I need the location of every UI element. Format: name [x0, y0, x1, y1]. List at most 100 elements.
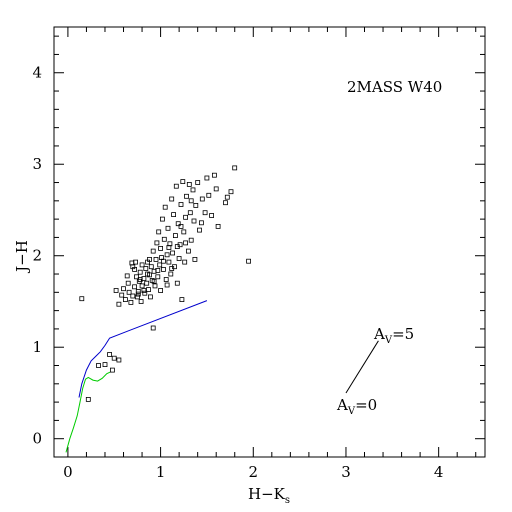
x-tick-label: 4	[434, 463, 444, 481]
data-point	[183, 240, 189, 246]
av5-label-sub: V	[384, 335, 393, 346]
data-point	[159, 216, 165, 222]
data-point	[111, 355, 117, 361]
data-point	[175, 221, 181, 227]
reddening-vector	[345, 340, 379, 394]
data-point	[160, 266, 166, 272]
data-point	[185, 248, 191, 254]
data-point	[199, 196, 205, 202]
data-point	[155, 274, 161, 280]
data-point	[191, 218, 197, 224]
data-point	[188, 237, 194, 243]
main-sequence-curve	[65, 371, 111, 453]
data-point	[154, 240, 160, 246]
data-point	[193, 202, 199, 208]
x-axis-title-sub: s	[285, 495, 290, 506]
data-point	[132, 266, 138, 272]
data-point	[173, 183, 179, 189]
data-point	[197, 227, 202, 233]
data-point	[178, 223, 184, 229]
data-point	[188, 198, 194, 204]
data-point	[139, 283, 145, 289]
x-tick-label: 0	[63, 463, 73, 481]
data-points	[79, 165, 252, 402]
data-point	[165, 225, 171, 231]
data-point	[187, 210, 193, 216]
data-point	[164, 282, 170, 288]
data-point	[215, 223, 221, 229]
av5-label: AV=5	[373, 325, 414, 346]
data-point	[150, 325, 156, 331]
axis-ticks: 0 1 2 3 4 0 1 2 3 4	[32, 27, 485, 481]
data-point	[135, 291, 141, 297]
plot-frame	[53, 26, 486, 458]
y-tick-label: 3	[32, 155, 42, 173]
data-point	[184, 193, 189, 199]
data-point	[155, 267, 161, 273]
data-point	[232, 165, 238, 171]
data-point	[96, 363, 101, 368]
data-point	[144, 280, 150, 286]
data-point	[121, 286, 126, 292]
data-point	[116, 357, 122, 363]
data-point	[160, 258, 166, 264]
data-point	[143, 266, 149, 271]
data-point	[116, 301, 122, 307]
data-point	[137, 269, 143, 275]
x-axis-title: H−Ks	[248, 485, 290, 506]
data-point	[141, 288, 147, 293]
data-point	[135, 288, 141, 294]
data-point	[125, 280, 131, 286]
y-axis-title: J−H	[13, 240, 31, 274]
data-point	[174, 244, 180, 250]
data-point	[169, 266, 175, 271]
y-tick-label: 1	[32, 338, 42, 356]
data-point	[130, 293, 136, 299]
data-point	[198, 220, 204, 226]
data-point	[192, 256, 198, 262]
data-point	[181, 229, 187, 235]
data-point	[119, 292, 125, 298]
data-point	[110, 367, 115, 373]
data-point	[123, 297, 128, 303]
data-point	[102, 362, 108, 368]
av0-label: AV=0	[336, 396, 377, 417]
data-point	[166, 245, 172, 250]
data-point	[168, 271, 174, 277]
data-point	[179, 297, 185, 303]
data-point	[129, 260, 135, 266]
data-point	[139, 262, 145, 268]
data-point	[171, 212, 177, 218]
data-point	[134, 294, 140, 300]
data-point	[126, 289, 132, 295]
model-curves	[65, 300, 379, 453]
data-point	[178, 202, 184, 207]
data-point	[228, 189, 234, 195]
av5-label-value: =5	[392, 325, 414, 343]
data-point	[147, 294, 153, 300]
data-point	[128, 299, 134, 305]
data-point	[209, 213, 215, 218]
data-point	[142, 290, 148, 296]
chart-title: 2MASS W40	[347, 78, 442, 96]
data-point	[145, 271, 151, 277]
data-point	[147, 256, 152, 262]
data-point	[146, 287, 151, 293]
av0-label-sub: V	[347, 406, 356, 417]
data-point	[138, 299, 144, 304]
data-point	[79, 296, 85, 302]
data-point	[172, 233, 178, 239]
av0-label-value: =0	[355, 396, 377, 414]
y-tick-label: 0	[32, 430, 42, 448]
data-point	[166, 259, 172, 265]
x-tick-label: 3	[341, 463, 351, 481]
data-point	[183, 214, 189, 220]
x-tick-label: 2	[249, 463, 259, 481]
plot-border	[53, 26, 486, 458]
data-point	[190, 187, 196, 193]
x-tick-label: 1	[156, 463, 166, 481]
data-point	[158, 288, 164, 293]
data-point	[186, 181, 192, 187]
data-point	[204, 175, 210, 181]
